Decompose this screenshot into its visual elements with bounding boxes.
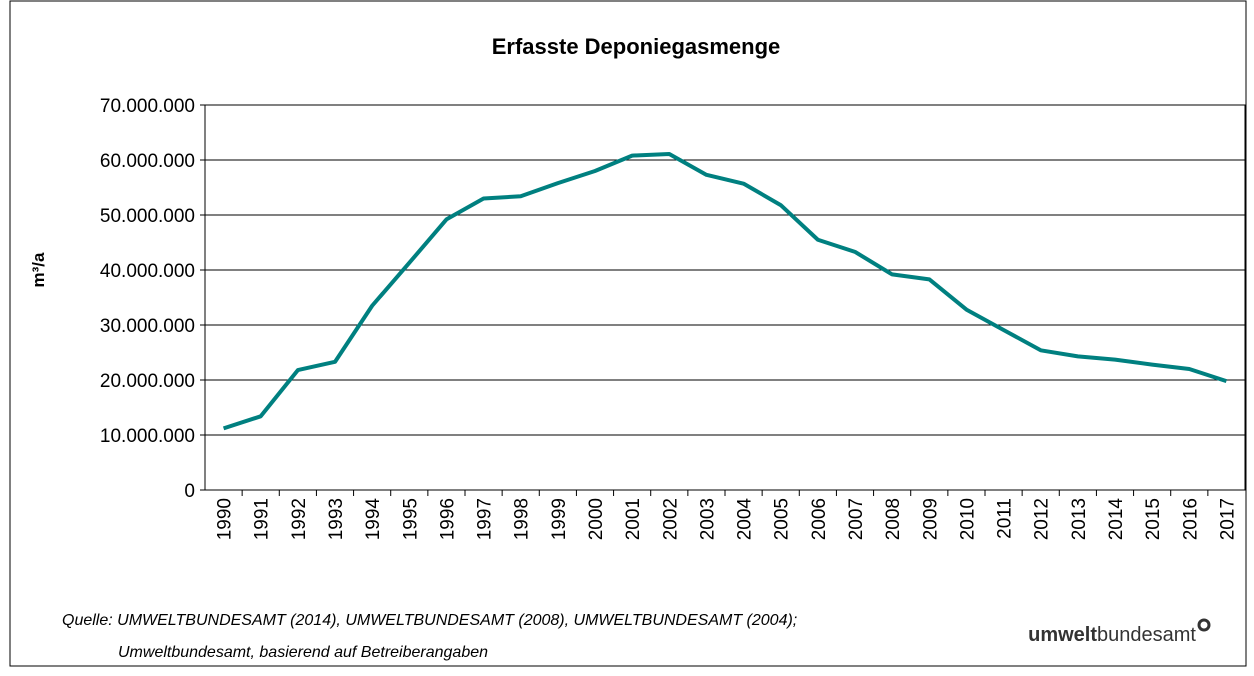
x-tick-label: 1998 [512, 498, 533, 540]
plot-area [204, 104, 1246, 491]
y-tick-label: 60.000.000 [100, 151, 195, 172]
y-tick-label: 0 [184, 481, 195, 502]
x-tick-label: 2000 [586, 498, 607, 540]
x-tick-label: 1990 [215, 498, 236, 540]
x-tick-label: 2004 [735, 498, 756, 541]
x-tick-label: 2016 [1180, 498, 1201, 540]
source-line: Umweltbundesamt, basierend auf Betreiber… [118, 644, 488, 661]
x-tick-label: 2005 [772, 498, 793, 540]
x-tick-label: 1996 [437, 498, 458, 540]
y-tick-label: 30.000.000 [100, 316, 195, 337]
logo-rest: bundesamt [1097, 624, 1196, 646]
x-tick-label: 2013 [1069, 498, 1090, 540]
chart-title: Erfasste Deponiegasmenge [492, 34, 781, 59]
frame [9, 0, 1247, 667]
x-tick-label: 2002 [660, 498, 681, 540]
x-tick-label: 2003 [697, 498, 718, 540]
x-tick-label: 2009 [920, 498, 941, 540]
x-tick-label: 2001 [623, 498, 644, 540]
y-tick-label: 50.000.000 [100, 206, 195, 227]
x-tick-label: 2010 [957, 498, 978, 540]
data-line [222, 151, 1228, 431]
x-tick-label: 2007 [846, 498, 867, 540]
x-tick-label: 1997 [475, 498, 496, 540]
x-tick-label: 2017 [1217, 498, 1238, 540]
x-tick-label: 1995 [400, 498, 421, 540]
y-tick-label: 20.000.000 [100, 371, 195, 392]
y-tick-label: 10.000.000 [100, 426, 195, 447]
logo: umweltbundesamt [1028, 624, 1196, 646]
y-tick-label: 40.000.000 [100, 261, 195, 282]
x-tick-label: 1994 [363, 498, 384, 541]
x-tick-label: 1992 [289, 498, 310, 540]
logo-bold: umwelt [1028, 624, 1097, 646]
source-line: Quelle: UMWELTBUNDESAMT (2014), UMWELTBU… [62, 612, 797, 629]
x-tick-label: 2014 [1106, 498, 1127, 541]
x-tick-label: 2011 [995, 498, 1016, 539]
y-tick-label: 70.000.000 [100, 96, 195, 117]
x-tick-label: 1999 [549, 498, 570, 540]
y-axis-label: m³/a [29, 252, 48, 288]
x-tick-label: 2015 [1143, 498, 1164, 540]
x-tick-label: 1993 [326, 498, 347, 540]
logo-icon [1197, 618, 1211, 632]
x-tick-label: 2008 [883, 498, 904, 540]
x-tick-label: 1991 [252, 498, 273, 540]
x-tick-label: 2012 [1032, 498, 1053, 540]
x-tick-label: 2006 [809, 498, 830, 540]
